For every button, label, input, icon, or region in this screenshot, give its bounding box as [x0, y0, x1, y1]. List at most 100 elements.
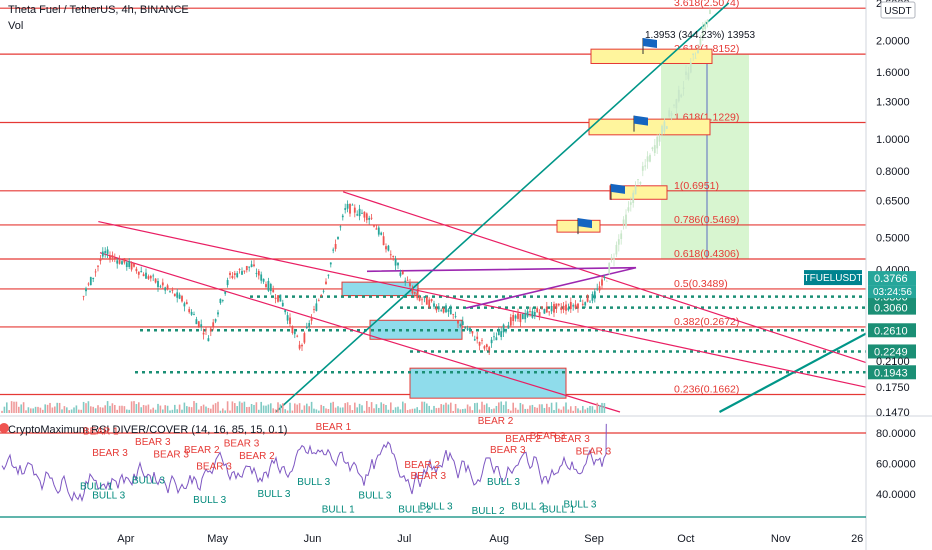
volume-bar: [469, 406, 471, 413]
candle-body: [94, 271, 97, 273]
candle-body: [531, 311, 534, 318]
volume-bar: [421, 401, 423, 413]
candle-body: [524, 313, 527, 320]
bull-divergence-label: BULL 2: [511, 501, 544, 512]
candle-body: [512, 314, 515, 322]
candle-body: [358, 208, 361, 217]
candle-body: [685, 71, 687, 75]
candle-body: [577, 303, 579, 309]
volume-bar: [380, 402, 382, 413]
volume-bar: [15, 401, 18, 413]
volume-bar: [325, 408, 327, 413]
volume-bar: [399, 409, 402, 413]
volume-bar: [272, 408, 274, 413]
volume-bar: [303, 405, 306, 413]
candle-body: [622, 219, 625, 225]
target-box: [588, 118, 711, 136]
volume-bar: [231, 401, 234, 413]
volume-bar: [140, 407, 142, 413]
candle-body: [327, 274, 330, 276]
volume-bar: [558, 408, 560, 413]
volume-bar: [282, 403, 284, 413]
candle-body: [581, 303, 584, 305]
uptrend-line: [275, 2, 730, 413]
volume-bar: [440, 404, 442, 413]
candle-body: [87, 283, 90, 285]
candle-body: [589, 301, 591, 303]
volume-bar: [198, 409, 200, 413]
volume-bar: [462, 409, 464, 413]
candle-body: [495, 337, 498, 341]
candle-body: [178, 294, 181, 299]
volume-bar: [265, 405, 267, 413]
volume-bar: [85, 403, 87, 413]
candle-body: [265, 284, 267, 288]
volume-bar: [27, 407, 30, 413]
candle-body: [207, 338, 210, 342]
volume-bar: [483, 404, 486, 413]
volume-bar: [339, 407, 342, 413]
volume-bar: [152, 407, 154, 413]
candle-body: [253, 264, 255, 267]
measure-label: 1.3953 (344.23%) 13953: [645, 30, 756, 41]
volume-bar: [154, 409, 157, 413]
candle-body: [526, 311, 529, 317]
candle-body: [437, 306, 440, 310]
volume-bar: [291, 410, 294, 413]
volume-bar: [202, 404, 205, 413]
bull-divergence-label: BULL 3: [420, 501, 453, 512]
volume-bar: [279, 404, 282, 413]
bear-divergence-label: BEAR 3: [92, 448, 128, 459]
candle-body: [116, 260, 119, 264]
volume-bar: [92, 406, 94, 413]
volume-bar: [454, 403, 457, 413]
volume-bar: [298, 403, 301, 413]
currency-badge-label: USDT: [884, 6, 911, 17]
volume-bar: [438, 407, 440, 413]
candle-body: [279, 294, 282, 302]
candle-body: [675, 99, 678, 109]
candle-body: [89, 277, 92, 286]
volume-bar: [493, 408, 495, 413]
candle-body: [625, 214, 627, 226]
bull-divergence-label: BULL 2: [398, 504, 431, 515]
volume-bar: [517, 409, 519, 413]
volume-bar: [20, 404, 22, 413]
candle-body: [298, 344, 301, 349]
volume-bar: [402, 401, 404, 413]
candle-body: [274, 297, 277, 299]
candle-body: [514, 315, 517, 319]
candle-body: [272, 289, 275, 293]
candle-body: [658, 135, 661, 142]
candle-body: [320, 295, 323, 297]
price-axis-tick: 0.5000: [876, 233, 910, 245]
symbol-title[interactable]: Theta Fuel / TetherUS, 4h, BINANCE: [8, 4, 189, 16]
flag-icon: [611, 183, 625, 194]
candle-body: [464, 327, 467, 329]
volume-bar: [94, 408, 97, 413]
candle-body: [644, 165, 647, 167]
price-axis-tick: 0.2100: [876, 356, 910, 368]
volume-label[interactable]: Vol: [8, 20, 24, 32]
volume-bar: [601, 402, 603, 413]
volume-bar: [250, 404, 253, 413]
candle-body: [454, 316, 457, 318]
candle-body: [154, 278, 157, 283]
currency-badge: [880, 1, 916, 19]
volume-bar: [190, 407, 193, 413]
candle-body: [478, 341, 481, 346]
candle-body: [509, 317, 512, 326]
candle-body: [373, 224, 375, 227]
volume-bar: [306, 403, 308, 413]
volume-bar: [178, 404, 181, 413]
fib-level-label: 0.382(0.2672): [674, 316, 739, 328]
volume-bar: [104, 405, 106, 413]
candle-body: [190, 311, 193, 315]
volume-bar: [555, 402, 558, 413]
bull-divergence-label: BULL 2: [472, 506, 505, 517]
volume-bar: [42, 409, 44, 413]
candle-body: [469, 327, 471, 331]
candle-group: [82, 8, 711, 355]
